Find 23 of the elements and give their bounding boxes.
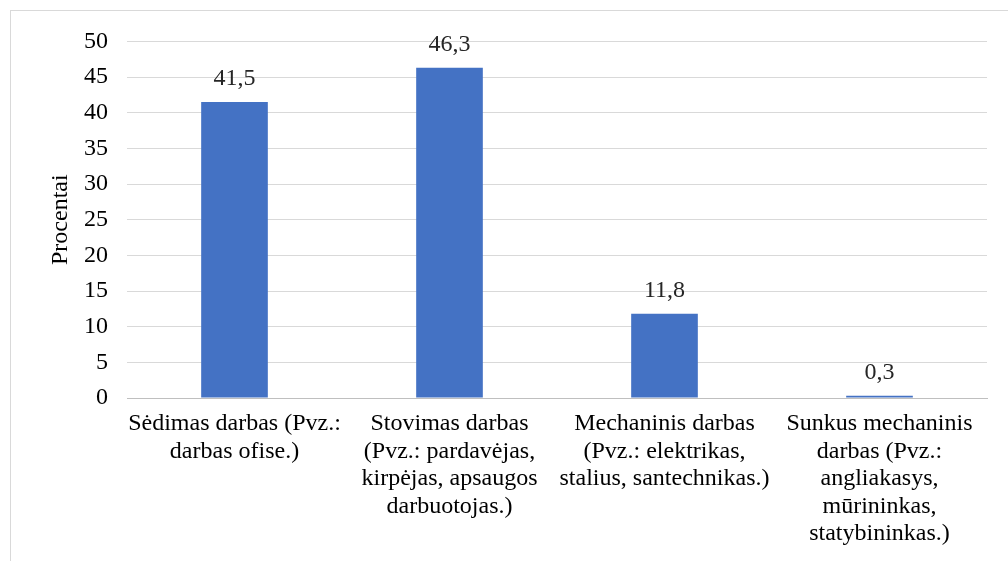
data-label: 11,8 — [643, 275, 686, 302]
x-tick-label: Mechaninis darbas (Pvz.: elektrikas, stalius, santechnikas.) — [559, 409, 770, 491]
y-tick-label: 5 — [96, 347, 108, 374]
x-tick-label: Stovimas darbas (Pvz.: pardavėjas, kirpėjas, apsaugos darbuotojas.) — [361, 409, 538, 518]
bar — [201, 102, 268, 398]
y-tick-label: 10 — [84, 311, 108, 338]
bar — [416, 67, 483, 398]
data-label: 0,3 — [864, 357, 895, 384]
y-tick-label: 25 — [84, 205, 108, 231]
y-tick-label: 40 — [84, 98, 108, 125]
data-label: 41,5 — [213, 64, 256, 91]
y-tick-label: 45 — [84, 62, 108, 89]
y-tick-label: 35 — [84, 133, 108, 160]
y-tick-label: 20 — [84, 240, 108, 267]
y-tick-label: 0 — [96, 383, 108, 410]
x-tick-label: Sunkus mechaninis darbas (Pvz.: angliakasys, mūrininkas, statybininkas.) — [786, 409, 973, 546]
y-tick-label: 30 — [84, 169, 108, 196]
y-axis-title: Procentai — [45, 174, 72, 266]
data-label: 46,3 — [428, 29, 471, 56]
y-tick-label: 15 — [84, 276, 108, 303]
y-tick-label: 50 — [84, 26, 108, 53]
bar — [631, 313, 698, 398]
x-tick-label: Sėdimas darbas (Pvz.: darbas ofise.) — [128, 409, 341, 463]
